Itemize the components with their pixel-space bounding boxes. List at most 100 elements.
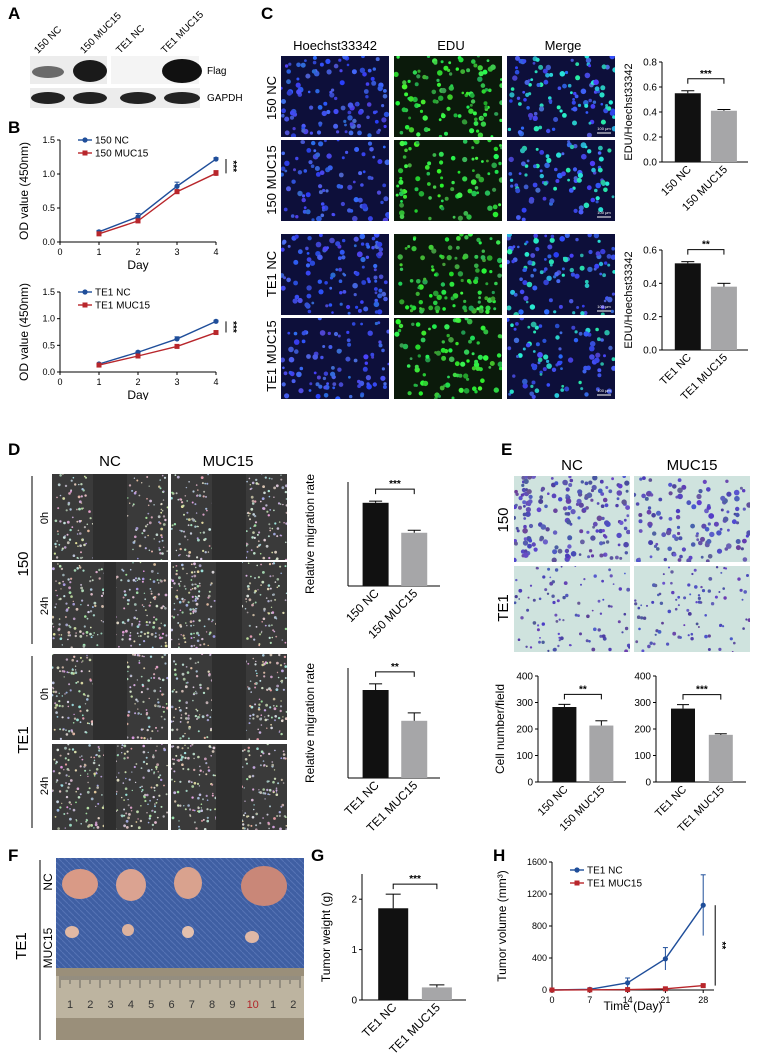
cell [179,721,182,723]
cell [518,598,521,600]
cell [293,339,300,345]
cell [580,253,584,258]
cell [533,234,538,239]
cell [79,635,83,638]
cell [262,661,264,663]
cell [272,704,275,707]
cell [209,654,212,656]
cell [374,321,378,326]
cell [480,116,484,120]
cell [487,172,491,176]
cell [514,601,517,605]
cell [425,354,430,359]
cell [477,132,484,137]
cell [68,492,71,495]
cell [514,489,518,494]
cell [194,662,197,665]
cell [191,575,194,578]
cell [726,510,730,514]
cell [147,821,150,824]
cell [146,631,150,635]
cell [184,641,187,644]
cell [65,509,68,512]
cell [193,562,196,566]
cell [284,677,287,679]
cell [553,252,559,258]
cell [409,357,413,360]
cell [55,580,57,582]
cell [593,574,597,578]
cell [90,824,93,827]
cell [337,334,341,338]
cell [377,85,383,92]
wound-micrograph [171,474,287,560]
cell [185,486,188,489]
cell [52,637,55,640]
cell [144,794,147,797]
cell [291,179,296,184]
cell [129,806,133,809]
cell [704,614,707,617]
cell [251,499,255,503]
cell [186,624,188,627]
cell [589,160,596,167]
cell [399,210,405,216]
cell [212,774,215,777]
cell [183,637,186,640]
cell [130,810,133,812]
cell [477,386,483,391]
cell [456,236,461,241]
cell [261,630,263,633]
cell [52,626,55,628]
cell [179,498,182,501]
cell [341,255,346,260]
cell [93,827,95,829]
cell [190,745,192,747]
cell [178,706,181,709]
cell [668,517,673,521]
cell [386,329,389,334]
cell [161,678,165,682]
cell [59,670,61,673]
cell [554,481,559,486]
cell [61,695,63,697]
cell [285,504,287,507]
x-tick-label: 3 [174,377,179,387]
y-tick-label: 400 [516,672,533,683]
ruler-digit: 2 [87,999,93,1011]
cell [276,815,278,817]
cell [124,593,127,597]
cell [261,474,263,475]
cell [190,637,193,639]
cell [160,508,163,511]
cell [557,86,562,90]
cell [333,108,339,115]
edu-row-label: 150 NC [264,76,279,120]
cell [86,806,90,810]
cell [158,540,161,543]
cell [255,660,257,663]
x-axis-label: Time (Day) [604,999,663,1013]
cell [679,554,683,559]
cell [56,594,58,597]
cell [208,545,211,547]
cell [255,626,258,628]
cell [453,113,458,118]
cell [444,237,450,242]
cell [85,819,89,822]
cell [171,586,173,589]
cell [249,527,252,529]
cell [56,666,60,670]
cell [458,387,464,393]
cell [270,599,273,602]
cell [174,474,177,476]
cell [197,810,201,813]
cell [161,552,164,555]
cell [281,166,286,172]
cell [409,309,414,313]
cell [586,614,590,619]
cell [374,310,379,314]
cell [194,595,197,598]
